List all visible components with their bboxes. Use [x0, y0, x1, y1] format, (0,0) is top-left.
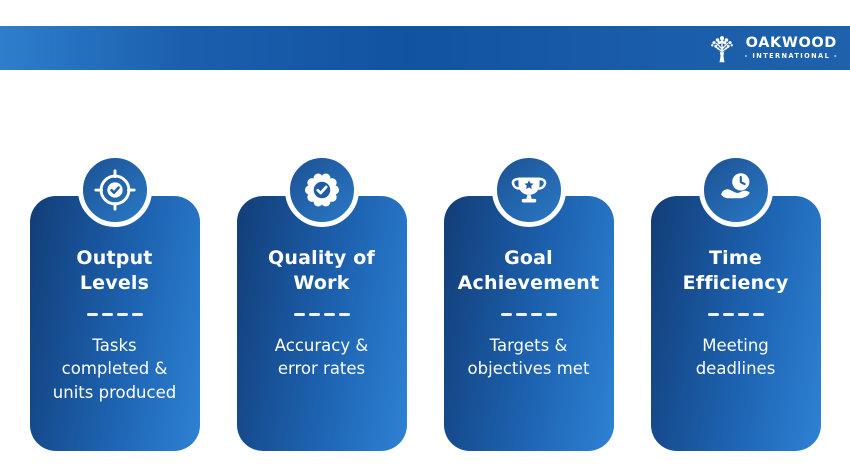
- dash-separator: [40, 313, 190, 316]
- card-description: Meeting deadlines: [695, 335, 776, 379]
- dash-separator: [661, 313, 811, 316]
- dash-separator: [247, 313, 397, 316]
- card-quality-of-work: Quality of Work Accuracy & error rates: [236, 153, 407, 451]
- card-description: Targets & objectives met: [467, 335, 590, 379]
- trophy-icon: [491, 153, 566, 227]
- card-time-efficiency: Time Efficiency Meeting deadlines: [650, 153, 821, 451]
- cards-row: Output Levels Tasks completed & units pr…: [0, 153, 850, 451]
- brand-logo: OAKWOOD - INTERNATIONAL -: [706, 30, 838, 66]
- card-description: Accuracy & error rates: [274, 335, 369, 379]
- card-description: Tasks completed & units produced: [52, 335, 177, 402]
- card-heading: Quality of Work: [268, 247, 375, 295]
- card-heading: Output Levels: [76, 247, 153, 295]
- card-goal-achievement: Goal Achievement Targets & objectives me…: [443, 153, 614, 451]
- brand-subtitle: - INTERNATIONAL -: [744, 52, 838, 61]
- brand-name: OAKWOOD: [745, 35, 837, 52]
- target-check-icon: [77, 153, 152, 227]
- card-heading: Goal Achievement: [457, 247, 600, 295]
- card-output-levels: Output Levels Tasks completed & units pr…: [29, 153, 200, 451]
- badge-check-icon: [284, 153, 359, 227]
- dash-separator: [454, 313, 604, 316]
- top-bar: OAKWOOD - INTERNATIONAL -: [0, 26, 850, 70]
- hand-clock-icon: [698, 153, 773, 227]
- brand-text: OAKWOOD - INTERNATIONAL -: [745, 36, 838, 60]
- card-heading: Time Efficiency: [682, 247, 789, 295]
- oak-tree-icon: [710, 36, 733, 63]
